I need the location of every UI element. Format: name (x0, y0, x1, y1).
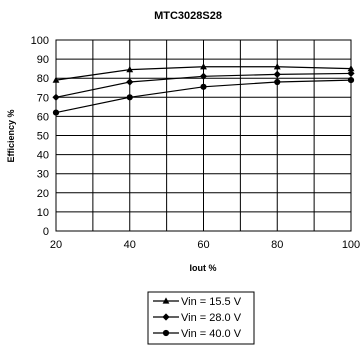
x-tick-label: 60 (197, 239, 209, 251)
legend-label: Vin = 15.5 V (181, 296, 242, 308)
y-tick-label: 0 (43, 226, 49, 238)
data-point-series-3 (348, 77, 354, 83)
y-tick-label: 50 (37, 131, 49, 143)
y-axis-ticks: 0 10 20 30 40 50 60 70 80 90 100 (31, 35, 49, 238)
y-tick-label: 60 (37, 111, 49, 123)
y-tick-label: 20 (37, 188, 49, 200)
legend: Vin = 15.5 V Vin = 28.0 V Vin = 40.0 V (153, 296, 242, 340)
x-axis-ticks: 20 40 60 80 100 (50, 239, 360, 251)
y-tick-label: 10 (37, 207, 49, 219)
y-tick-label: 100 (31, 35, 49, 47)
y-tick-label: 40 (37, 150, 49, 162)
chart-title: MTC3028S28 (154, 10, 222, 22)
data-point-series-3 (53, 109, 59, 115)
y-axis-label: Efficiency % (6, 109, 16, 162)
legend-marker (163, 330, 169, 336)
y-tick-label: 30 (37, 169, 49, 181)
y-tick-label: 80 (37, 73, 49, 85)
data-point-series-3 (127, 94, 133, 100)
data-point-series-3 (200, 84, 206, 90)
data-point-series-3 (274, 79, 280, 85)
y-tick-label: 70 (37, 92, 49, 104)
x-axis-label: Iout % (190, 263, 217, 273)
legend-label: Vin = 40.0 V (181, 328, 242, 340)
x-tick-label: 100 (342, 239, 360, 251)
legend-label: Vin = 28.0 V (181, 312, 242, 324)
y-tick-label: 90 (37, 54, 49, 66)
x-tick-label: 20 (50, 239, 62, 251)
x-tick-label: 80 (271, 239, 283, 251)
x-tick-label: 40 (124, 239, 136, 251)
